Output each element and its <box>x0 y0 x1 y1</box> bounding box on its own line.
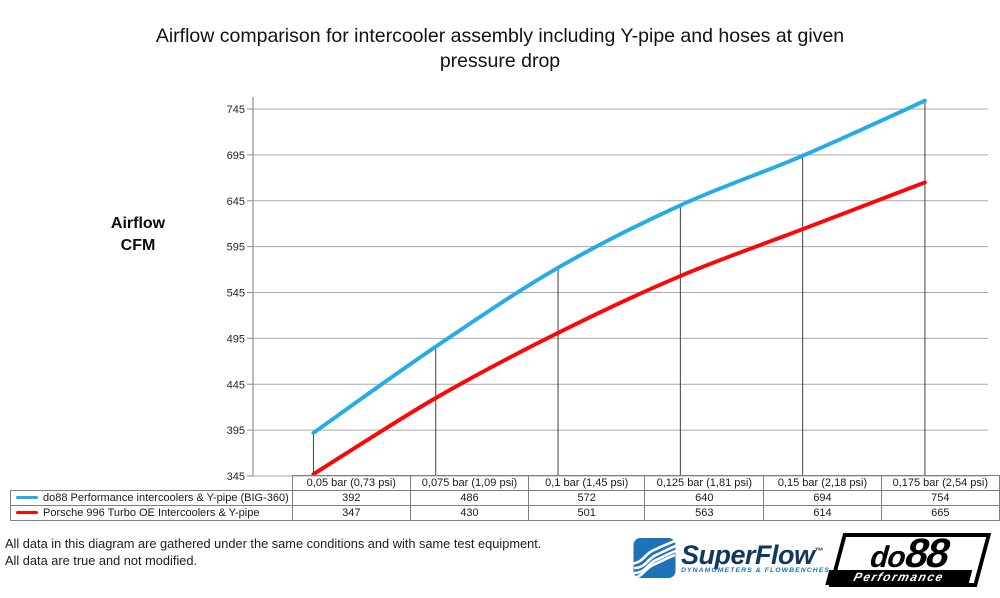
column-header: 0,175 bar (2,54 psi) <box>880 475 1000 491</box>
line-chart-plot: 345 395 445 495 545 595 645 695 745 <box>227 97 988 483</box>
series-line-1 <box>311 180 927 477</box>
y-tick-label: 695 <box>227 150 245 162</box>
table-corner-blank <box>11 476 293 491</box>
table-header-row: 0,05 bar (0,73 psi) 0,075 bar (1,09 psi) 0… <box>11 475 1000 491</box>
column-header: 0,05 bar (0,73 psi) <box>291 475 411 491</box>
y-tick-label: 595 <box>227 242 245 254</box>
y-tick-label: 745 <box>227 104 245 116</box>
do88-logo: do88 Performance <box>825 530 992 587</box>
y-axis-title: Airflow CFM <box>88 213 188 257</box>
value-cell: 694 <box>763 490 882 506</box>
y-tick-label: 645 <box>227 196 245 208</box>
value-cell: 430 <box>409 505 530 521</box>
y-axis-title-line2: CFM <box>120 237 156 254</box>
legend-line-swatch <box>16 495 38 499</box>
series-line-0 <box>311 98 927 435</box>
column-header: 0,15 bar (2,18 psi) <box>763 475 882 491</box>
table-row: Porsche 996 Turbo OE Intercoolers & Y-pi… <box>10 505 1000 521</box>
column-header: 0,075 bar (1,09 psi) <box>409 475 530 491</box>
column-header: 0,1 bar (1,45 psi) <box>528 475 646 491</box>
value-cell: 392 <box>291 490 411 506</box>
value-cell: 640 <box>644 490 765 506</box>
data-table: 0,05 bar (0,73 psi) 0,075 bar (1,09 psi) 0… <box>10 475 1000 521</box>
chart-title: Airflow comparison for intercooler assem… <box>155 25 845 72</box>
y-tick-label: 445 <box>227 379 245 391</box>
superflow-wordmark: SuperFlow™ <box>681 540 824 570</box>
value-cell: 486 <box>409 490 530 506</box>
superflow-subtitle: DYNAMOMETERS & FLOWBENCHES <box>681 567 831 574</box>
y-tick-label: 545 <box>227 288 245 300</box>
value-cell: 347 <box>291 505 411 521</box>
footnote: All data in this diagram are gathered un… <box>5 536 541 569</box>
legend-series-0: do88 Performance intercoolers & Y-pipe (… <box>10 490 293 506</box>
do88-performance-bar: Performance <box>825 570 973 585</box>
y-tick-label: 345 <box>227 471 245 483</box>
value-cell: 665 <box>880 505 1000 521</box>
value-cell: 501 <box>528 505 646 521</box>
superflow-waves-icon <box>630 537 679 584</box>
superflow-logo: SuperFlow™ DYNAMOMETERS & FLOWBENCHES <box>630 537 831 584</box>
value-cell: 572 <box>528 490 646 506</box>
legend-line-swatch <box>16 510 38 514</box>
value-cell: 754 <box>880 490 1000 506</box>
y-axis-title-line1: Airflow <box>110 215 166 232</box>
value-cell: 563 <box>644 505 765 521</box>
column-header: 0,125 bar (1,81 psi) <box>644 475 765 491</box>
y-tick-label: 495 <box>227 333 245 345</box>
trademark-symbol: ™ <box>814 546 824 556</box>
value-cell: 614 <box>763 505 882 521</box>
footnote-line1: All data in this diagram are gathered un… <box>5 536 542 551</box>
table-row: do88 Performance intercoolers & Y-pipe (… <box>10 490 1000 506</box>
footnote-line2: All data are true and not modified. <box>5 552 198 568</box>
y-tick-label: 395 <box>227 425 245 437</box>
legend-series-1: Porsche 996 Turbo OE Intercoolers & Y-pi… <box>10 505 293 521</box>
